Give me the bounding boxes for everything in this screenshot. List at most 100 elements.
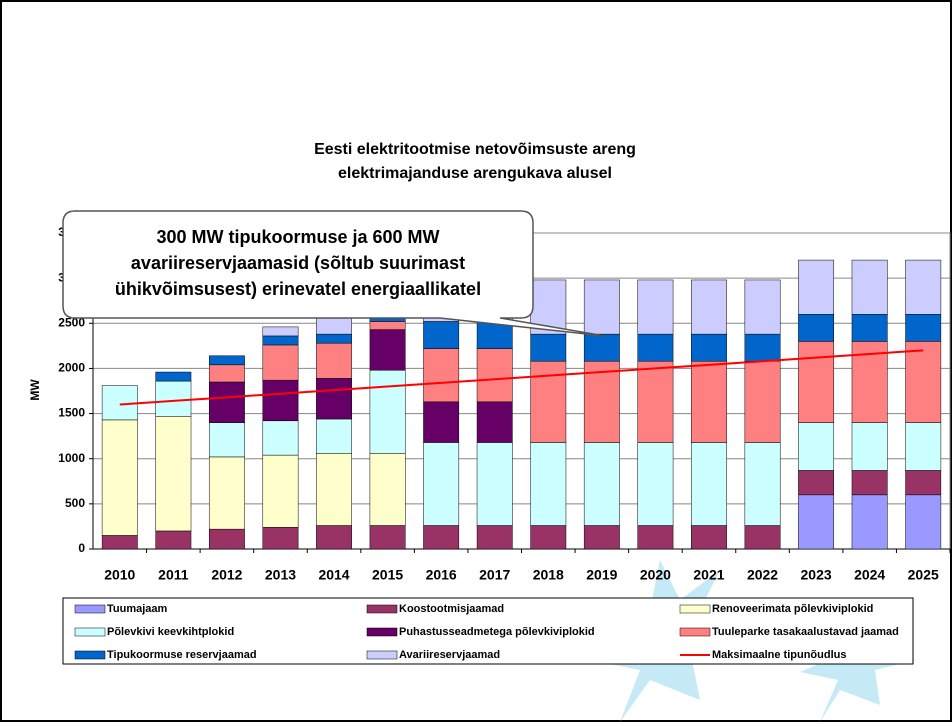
x-tick-label: 2016 xyxy=(426,567,457,583)
bar-segment xyxy=(638,526,673,549)
bar-segment xyxy=(316,526,351,549)
callout-text: 300 MW tipukoormuse ja 600 MW xyxy=(156,227,439,247)
bar-segment xyxy=(584,334,619,361)
bar-segment xyxy=(906,260,941,314)
y-tick-label: 0 xyxy=(78,541,85,555)
bar-segment xyxy=(263,421,298,455)
bar-segment xyxy=(798,314,833,341)
bar-segment xyxy=(798,470,833,494)
x-tick-label: 2014 xyxy=(318,567,349,583)
legend-label: Tipukoormuse reservjaamad xyxy=(107,649,257,661)
bar-segment xyxy=(209,529,244,549)
bar-segment xyxy=(906,423,941,471)
legend-label: Koostootmisjaamad xyxy=(399,603,504,615)
bar-segment xyxy=(745,526,780,549)
bar-segment xyxy=(852,495,887,549)
bar-segment xyxy=(691,280,726,334)
bar-segment xyxy=(691,334,726,361)
bar-segment xyxy=(852,260,887,314)
legend-swatch xyxy=(680,605,710,613)
bar-segment xyxy=(906,470,941,494)
legend-label: Tuumajaam xyxy=(107,603,168,615)
bar-segment xyxy=(423,321,458,348)
bar-segment xyxy=(423,402,458,443)
bar-segment xyxy=(798,260,833,314)
bar-segment xyxy=(531,334,566,361)
bar-segment xyxy=(852,314,887,341)
bar-segment xyxy=(102,420,137,536)
x-tick-label: 2015 xyxy=(372,567,403,583)
bar-segment xyxy=(370,370,405,453)
bar-segment xyxy=(531,442,566,525)
bar-segment xyxy=(316,343,351,378)
bar-segment xyxy=(584,280,619,334)
y-tick-label: 1500 xyxy=(58,406,85,420)
bar-segment xyxy=(156,416,191,531)
bar-segment xyxy=(263,527,298,549)
bar-segment xyxy=(263,345,298,380)
bar-segment xyxy=(745,442,780,525)
bar-segment xyxy=(423,526,458,549)
x-tick-label: 2011 xyxy=(158,567,189,583)
chart-title: elektrimajanduse arengukava alusel xyxy=(338,165,612,182)
legend-swatch xyxy=(680,628,710,636)
x-tick-label: 2023 xyxy=(801,567,832,583)
bar-segment xyxy=(316,316,351,334)
bar-segment xyxy=(745,280,780,334)
bar-segment xyxy=(906,314,941,341)
chart-title: Eesti elektritootmise netovõimsuste aren… xyxy=(314,141,636,158)
x-tick-label: 2024 xyxy=(854,567,885,583)
x-tick-label: 2022 xyxy=(747,567,778,583)
bar-segment xyxy=(745,334,780,361)
bar-segment xyxy=(691,361,726,442)
bar-segment xyxy=(370,321,405,329)
bar-segment xyxy=(209,423,244,457)
x-tick-label: 2020 xyxy=(640,567,671,583)
bar-segment xyxy=(852,423,887,471)
legend-label: Maksimaalne tipunõudlus xyxy=(712,649,846,661)
legend-label: Renoveerimata põlevkiviplokid xyxy=(712,603,873,615)
bar-segment xyxy=(798,495,833,549)
y-tick-label: 500 xyxy=(65,496,85,510)
bar-segment xyxy=(531,526,566,549)
y-tick-label: 2000 xyxy=(58,361,85,375)
bar-segment xyxy=(584,442,619,525)
bar-segment xyxy=(209,365,244,382)
bar-segment xyxy=(423,442,458,525)
bar-segment xyxy=(691,526,726,549)
bar-segment xyxy=(370,330,405,371)
x-tick-label: 2019 xyxy=(586,567,617,583)
callout-text: avariireservjaamasid (sõltub suurimast xyxy=(131,253,465,273)
legend-label: Puhastusseadmetega põlevkiviplokid xyxy=(399,626,595,638)
bar-segment xyxy=(209,382,244,423)
bar-segment xyxy=(798,423,833,471)
x-tick-label: 2013 xyxy=(265,567,296,583)
x-tick-label: 2018 xyxy=(533,567,564,583)
bar-segment xyxy=(263,327,298,336)
bar-segment xyxy=(638,361,673,442)
legend-swatch xyxy=(367,605,397,613)
legend-swatch xyxy=(75,628,105,636)
callout: 300 MW tipukoormuse ja 600 MW avariirese… xyxy=(63,211,605,336)
bar-segment xyxy=(370,453,405,525)
bar-segment xyxy=(263,380,298,421)
bar-segment xyxy=(316,334,351,343)
slide: Eesti elektritootmise netovõimsuste aren… xyxy=(0,0,952,722)
bar-segment xyxy=(263,455,298,527)
bar-segment xyxy=(638,280,673,334)
bar-segment xyxy=(477,349,512,402)
x-tick-label: 2021 xyxy=(693,567,724,583)
bar-segment xyxy=(477,526,512,549)
bar-segment xyxy=(477,442,512,525)
bar-segment xyxy=(691,442,726,525)
legend-swatch xyxy=(75,605,105,613)
bar-segment xyxy=(316,419,351,453)
bar-segment xyxy=(745,361,780,442)
bar-segment xyxy=(209,356,244,365)
bar-segment xyxy=(638,442,673,525)
page: {"chart_data": {"type": "bar", "title": … xyxy=(0,0,952,727)
bar-segment xyxy=(906,341,941,422)
bar-segment xyxy=(156,372,191,381)
bar-segment xyxy=(852,470,887,494)
legend-swatch xyxy=(367,628,397,636)
